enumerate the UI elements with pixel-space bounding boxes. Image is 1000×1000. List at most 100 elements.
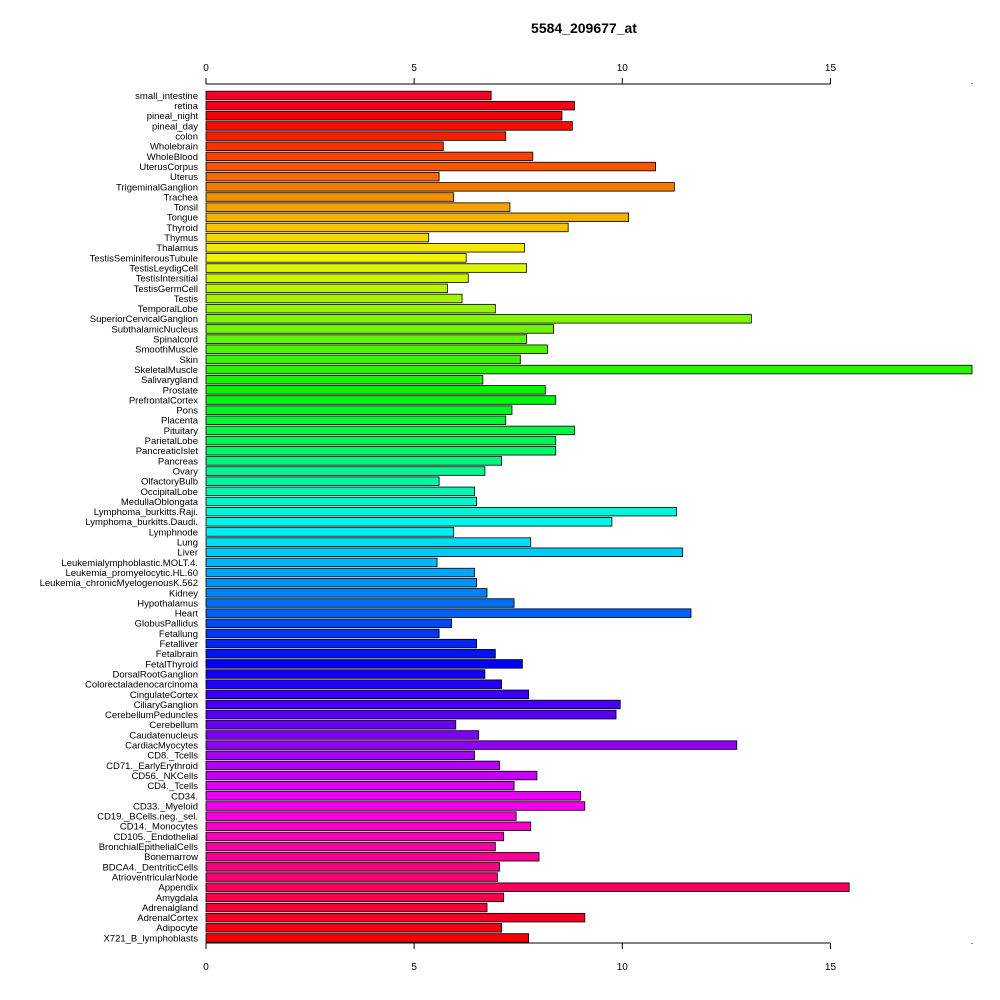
bar [205, 750, 475, 760]
bar [205, 791, 582, 801]
category-label: Caudatenucleus [129, 730, 198, 741]
category-label: CardiacMyocytes [125, 741, 198, 752]
category-label: Ovary [173, 466, 199, 477]
category-label: TestisLeydigCell [129, 263, 198, 274]
category-label: OccipitalLobe [140, 487, 198, 498]
category-label: Tonsil [174, 203, 198, 214]
category-label: BDCA4._DentriticCells [102, 862, 198, 873]
category-label: colon [175, 132, 198, 143]
category-label: CD14._Monocytes [120, 822, 198, 833]
bar [205, 923, 502, 933]
category-label: CerebellumPeduncles [105, 710, 198, 721]
bar [205, 90, 492, 101]
bar [205, 892, 505, 903]
category-label: Trachea [164, 192, 199, 203]
category-label: Pons [176, 406, 198, 417]
bar [205, 760, 500, 771]
bar [205, 121, 573, 131]
top-axis-tick-label: 5 [411, 63, 417, 74]
category-label: TemporalLobe [138, 304, 198, 315]
bar [205, 364, 973, 375]
category-label: Skin [180, 355, 198, 366]
category-label: Bonemarrow [144, 852, 198, 863]
category-label: Thalamus [156, 243, 198, 254]
category-label: Fetallung [159, 629, 198, 640]
category-label: WholeBlood [147, 152, 198, 163]
category-label: CD105._Endothelial [113, 832, 198, 843]
category-label: Lung [177, 538, 198, 549]
bar [205, 669, 486, 679]
category-label: Thyroid [166, 223, 198, 234]
category-label: Adipocyte [156, 923, 198, 934]
bar [205, 354, 521, 365]
category-label: Placenta [161, 416, 199, 427]
category-label: ParietalLobe [145, 436, 198, 447]
bar [205, 243, 525, 253]
category-label: Uterus [170, 172, 198, 183]
bar [205, 456, 502, 466]
bar [205, 537, 532, 547]
bar [205, 831, 505, 842]
category-label: MedullaOblongata [121, 497, 199, 508]
bar [205, 679, 502, 689]
bar [205, 649, 496, 659]
bar [205, 659, 523, 669]
bar [205, 517, 613, 527]
bar [205, 912, 586, 923]
category-label: Heart [175, 609, 199, 620]
bar [205, 303, 496, 314]
bar [205, 527, 455, 537]
bar [205, 212, 629, 223]
bar [205, 374, 484, 385]
category-label: Wholebrain [150, 142, 198, 153]
category-label: Leukemia_chronicMyelogenousK.562 [40, 578, 198, 589]
bar [205, 801, 586, 811]
bar [205, 608, 692, 618]
bar [205, 699, 621, 710]
bar [205, 385, 546, 395]
bar [205, 111, 563, 121]
category-label: CD4._Tcells [147, 781, 198, 792]
bar [205, 496, 478, 507]
category-label: AdrenalCortex [137, 913, 198, 924]
category-label: OlfactoryBulb [141, 477, 198, 488]
bar [205, 324, 555, 334]
category-label: PrefrontalCortex [129, 395, 198, 406]
bar [205, 486, 475, 497]
bar [205, 131, 507, 141]
bar [205, 933, 530, 943]
bar [205, 821, 532, 832]
category-label: Pancreas [158, 456, 198, 467]
bar [205, 314, 752, 324]
bottom-axis-tick-label: 5 [411, 962, 417, 973]
bar [205, 141, 444, 151]
bar [205, 202, 511, 212]
category-label: X721_B_lymphoblasts [103, 933, 198, 944]
bar [205, 263, 527, 273]
bar [205, 740, 738, 750]
category-label: CD33._Myeloid [133, 801, 198, 812]
bar [205, 709, 617, 720]
bar [205, 638, 478, 649]
bar [205, 151, 534, 162]
bar [205, 730, 480, 740]
category-label: GlobusPallidus [135, 619, 199, 630]
bar [205, 446, 557, 456]
category-label: Lymphoma_burkitts.Daudi. [85, 517, 198, 528]
bar [205, 273, 469, 283]
category-label: BronchialEpithelialCells [99, 842, 199, 853]
category-label: small_intestine [135, 91, 198, 102]
category-label: CD34. [171, 791, 198, 802]
chart-title: 5584_209677_at [531, 20, 637, 36]
bar [205, 232, 430, 243]
bar [205, 334, 527, 344]
bar [205, 720, 457, 730]
category-label: SmoothMuscle [135, 345, 198, 356]
top-axis-tick-label: 0 [203, 63, 209, 74]
category-label: CD56._NKCells [131, 771, 198, 782]
bar [205, 344, 548, 354]
top-axis-tick-label: 15 [825, 63, 837, 74]
category-label: Tongue [167, 213, 198, 224]
bar [205, 628, 440, 639]
category-label: Salivarygland [141, 375, 198, 386]
